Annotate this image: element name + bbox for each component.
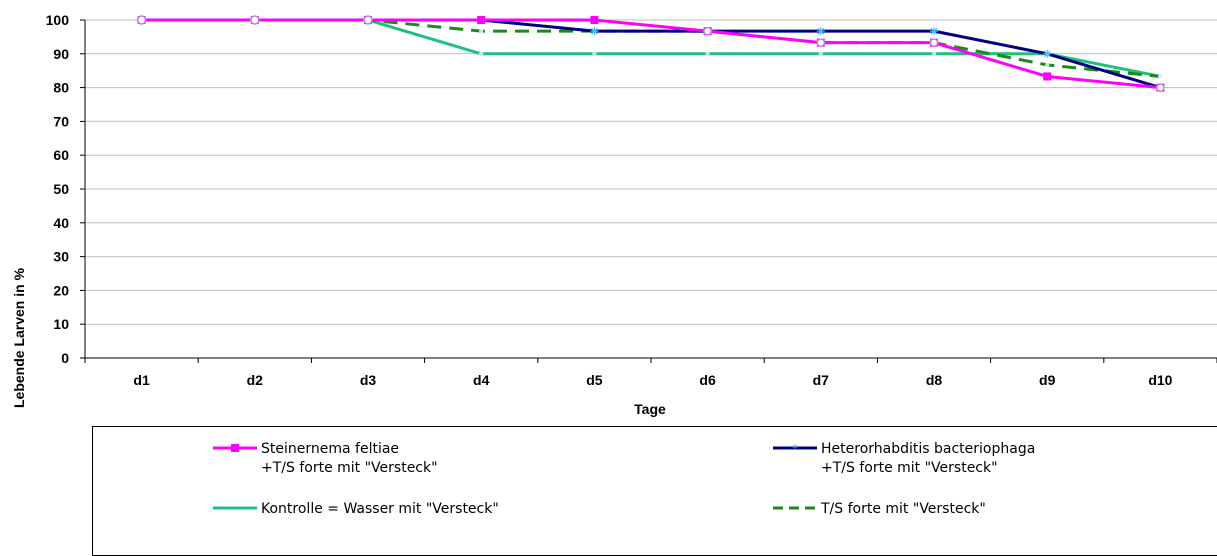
legend-swatch-heterorhabditis: * [771,440,819,456]
legend-item-heterorhabditis: * Heterorhabditis bacteriophaga +T/S for… [771,440,1035,478]
y-tick-label: 70 [53,113,69,129]
legend-label: Heterorhabditis bacteriophaga [821,441,1036,457]
y-tick-label: 50 [53,181,69,197]
y-tick-label: 0 [61,350,69,366]
data-point-star [930,27,938,36]
x-tick-label: d6 [699,372,716,388]
y-tick-label: 10 [53,316,69,332]
data-point [705,51,710,56]
legend-item-kontrolle: Kontrolle = Wasser mit "Versteck" [211,500,499,519]
series-line-3 [141,18,1161,78]
series-line-2 [141,18,1161,78]
legend-swatch-kontrolle [211,500,259,516]
data-point [1158,74,1163,79]
series-line-0 [141,18,1161,90]
y-tick-label: 80 [53,80,69,96]
data-point-star [816,27,825,36]
legend-label: Steinernema feltiae [261,441,400,457]
y-tick-label: 100 [46,12,70,28]
data-point [479,28,484,34]
legend-item-ts-forte: T/S forte mit "Versteck" [771,500,986,519]
x-tick-label: d10 [1148,372,1172,388]
data-point [818,51,823,56]
data-point [479,51,484,56]
x-tick-label: d8 [926,372,943,388]
data-point-square [1043,72,1052,81]
svg-text:*: * [792,442,798,455]
y-axis: 0 10 20 30 40 50 60 70 80 90 100 [46,12,86,366]
data-point-square [477,16,486,24]
x-tick-label: d1 [133,372,150,388]
data-point-overlap [703,26,712,36]
x-tick-label: d3 [360,372,377,388]
legend-label-line2: +T/S forte mit "Versteck" [261,460,438,476]
y-tick-label: 40 [53,215,69,231]
legend-swatch-ts-forte [771,500,819,516]
legend-label: Kontrolle = Wasser mit "Versteck" [261,501,499,517]
y-tick-label: 20 [53,282,69,298]
x-axis: d1 d2 d3 d4 d5 d6 d7 d8 d9 d10 [84,357,1217,388]
series-lines [136,15,1165,92]
legend: Steinernema feltiae +T/S forte mit "Vers… [92,426,1217,556]
legend-label-line2: +T/S forte mit "Versteck" [821,460,998,476]
legend-label: T/S forte mit "Versteck" [821,501,986,517]
x-tick-label: d7 [813,372,830,388]
data-point [592,51,597,56]
x-tick-label: d9 [1039,372,1056,388]
data-point-star-stroke [590,27,598,35]
data-point-overlap [816,38,826,47]
data-point-overlap [363,15,373,25]
y-tick-label: 30 [53,249,69,265]
data-point-star-stroke [930,27,938,35]
data-point-overlap [250,15,260,25]
data-point-star-stroke [1043,50,1051,58]
x-tick-label: d5 [586,372,603,388]
data-point-overlap [929,38,939,47]
x-tick-label: d2 [247,372,264,388]
legend-swatch-steinernema [211,440,259,456]
data-point-overlap [1156,83,1165,92]
y-tick-label: 60 [53,147,69,163]
data-point [1045,62,1050,68]
data-point-star [1043,49,1052,58]
data-point-star [590,27,599,36]
data-point-star-stroke [817,27,825,35]
legend-item-steinernema: Steinernema feltiae +T/S forte mit "Vers… [211,440,438,478]
data-point [931,51,937,56]
y-tick-label: 90 [53,46,69,62]
data-point-square [590,16,599,24]
x-axis-title: Tage [634,401,666,417]
x-tick-label: d4 [473,372,490,388]
y-axis-title: Lebende Larven in % [11,267,27,408]
data-point-overlap [136,15,147,25]
